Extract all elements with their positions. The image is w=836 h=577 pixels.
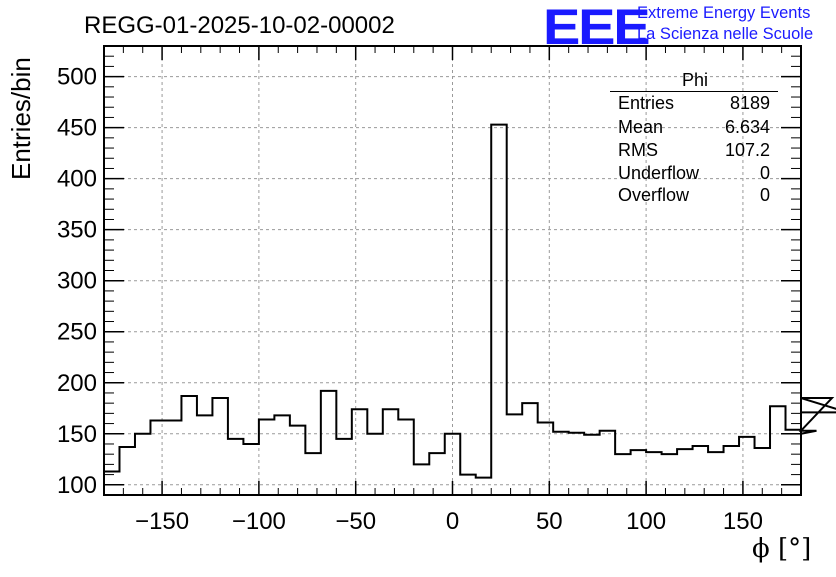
y-tick-label: 250 bbox=[57, 319, 97, 346]
y-tick-label: 200 bbox=[57, 370, 97, 397]
x-tick-label: 50 bbox=[536, 508, 563, 535]
y-tick-label: 400 bbox=[57, 166, 97, 193]
stats-label: Mean bbox=[618, 117, 664, 137]
x-tick-label: 150 bbox=[723, 508, 763, 535]
stats-title: Phi bbox=[681, 70, 708, 90]
stats-label: RMS bbox=[618, 140, 658, 160]
y-tick-label: 450 bbox=[57, 115, 97, 142]
stats-row-underflow: Underflow 0 bbox=[618, 163, 770, 185]
histogram-outline bbox=[104, 123, 836, 479]
logo-text-line2: La Scienza nelle Scuole bbox=[637, 25, 814, 43]
x-tick-label: 100 bbox=[626, 508, 666, 535]
stats-row-entries: Entries 8189 bbox=[618, 93, 770, 115]
y-tick-label: 150 bbox=[57, 421, 97, 448]
y-tick-label: 100 bbox=[57, 472, 97, 499]
x-tick-label: 0 bbox=[446, 508, 459, 535]
logo-text-line1: Extreme Energy Events bbox=[637, 4, 811, 22]
eee-logo: EEE bbox=[543, 0, 651, 55]
y-tick-label: 300 bbox=[57, 268, 97, 295]
stats-row-overflow: Overflow 0 bbox=[618, 185, 770, 207]
stats-value: 6.634 bbox=[724, 117, 770, 137]
stats-row-rms: RMS 107.2 bbox=[618, 140, 770, 162]
x-axis-label: ϕ [°] bbox=[752, 534, 812, 564]
x-tick-label: −100 bbox=[232, 508, 286, 535]
y-tick-label: 350 bbox=[57, 217, 97, 244]
y-axis-label: Entries/bin bbox=[6, 57, 36, 180]
x-tick-label: −50 bbox=[335, 508, 376, 535]
y-tick-label: 500 bbox=[57, 64, 97, 91]
x-tick-label: −150 bbox=[135, 508, 189, 535]
stats-divider bbox=[610, 91, 778, 92]
grid-lines bbox=[104, 46, 801, 495]
chart-title: REGG-01-2025-10-02-00002 bbox=[84, 12, 395, 39]
stats-value: 107.2 bbox=[724, 140, 770, 160]
stats-value: 0 bbox=[759, 163, 770, 183]
axis-tick-labels: −150 −100 −50 0 50 100 150 100 150 200 250 300 350 40… bbox=[57, 64, 763, 535]
stats-value: 8189 bbox=[729, 93, 770, 113]
stats-label: Entries bbox=[618, 93, 675, 113]
stats-label: Underflow bbox=[618, 163, 700, 183]
stats-row-mean: Mean 6.634 bbox=[618, 117, 770, 139]
stats-value: 0 bbox=[759, 185, 770, 205]
stats-label: Overflow bbox=[618, 185, 690, 205]
stats-box: Phi Entries 8189 Mean 6.634 RMS 107.2 Un… bbox=[610, 70, 780, 208]
axis-ticks bbox=[103, 45, 802, 496]
